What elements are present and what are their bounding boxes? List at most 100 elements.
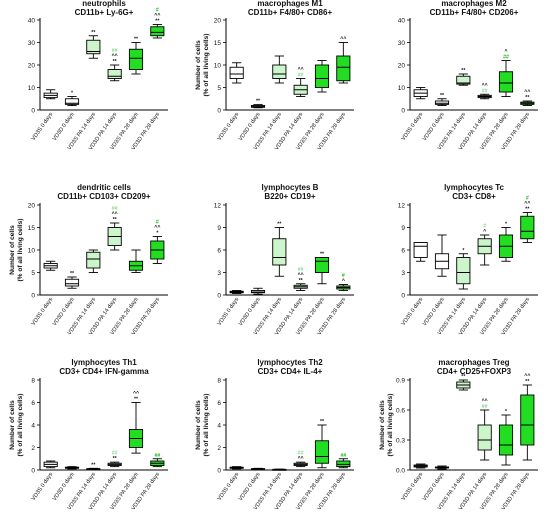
category-label: VD3D 0 days bbox=[238, 112, 262, 143]
y-tick-label: 9 bbox=[217, 225, 221, 232]
panel-title: macrophages M2 bbox=[441, 0, 507, 8]
y-axis-label-unit: (% of all living cells) bbox=[387, 393, 394, 456]
y-tick-label: 0 bbox=[31, 292, 35, 299]
y-tick-label: 12 bbox=[214, 202, 222, 209]
y-tick-label: 0.0 bbox=[396, 467, 405, 474]
box-4 bbox=[314, 440, 330, 464]
y-tick-label: 15 bbox=[214, 40, 222, 47]
panel-subtitle: CD11b+ CD103+ CD209+ bbox=[57, 192, 150, 201]
panel-subtitle: CD3+ CD4+ IL-4+ bbox=[258, 367, 323, 376]
panel-title: lymphocytes B bbox=[262, 183, 319, 192]
y-axis-label: Number of cells bbox=[195, 40, 202, 90]
significance-mark: ** bbox=[525, 207, 530, 213]
category-label: VD3D 0 days bbox=[52, 472, 76, 503]
y-axis-label-unit: (% of all living cells) bbox=[17, 393, 24, 456]
panel-title: dendritic cells bbox=[77, 183, 131, 192]
significance-mark: # bbox=[483, 224, 486, 230]
y-tick-label: 20 bbox=[28, 62, 36, 69]
category-label: VD3D 0 days bbox=[238, 297, 262, 328]
y-tick-label: 0 bbox=[401, 292, 405, 299]
y-tick-label: 0 bbox=[217, 292, 221, 299]
significance-mark: ^^ bbox=[340, 37, 346, 43]
box-0 bbox=[413, 242, 428, 258]
significance-mark: ^^ bbox=[298, 272, 304, 278]
significance-mark: ## bbox=[112, 451, 118, 457]
y-tick-label: 10 bbox=[214, 62, 222, 69]
significance-mark: # bbox=[156, 220, 159, 226]
significance-mark: ## bbox=[298, 451, 304, 457]
box-5 bbox=[150, 26, 165, 37]
significance-mark: ** bbox=[70, 271, 75, 277]
y-axis-label: Number of cells bbox=[9, 225, 16, 275]
category-label: VD3S 0 days bbox=[401, 112, 425, 142]
category-label: VD3D 0 days bbox=[52, 112, 76, 143]
significance-mark: ^^ bbox=[154, 13, 160, 19]
significance-mark: ^^ bbox=[482, 83, 488, 89]
y-tick-label: 6 bbox=[31, 400, 35, 407]
y-axis-label-unit: (% of all living cells) bbox=[203, 33, 210, 96]
y-tick-label: 20 bbox=[214, 17, 222, 24]
significance-mark: ## bbox=[112, 206, 118, 212]
significance-mark: ** bbox=[277, 222, 282, 228]
panel-subtitle: CD4+ CD25+FOXP3 bbox=[437, 367, 512, 376]
box-3 bbox=[477, 424, 492, 451]
significance-mark: ** bbox=[256, 99, 261, 105]
category-label: VD3S 0 days bbox=[217, 472, 241, 502]
y-tick-label: 10 bbox=[398, 85, 406, 92]
panel-subtitle: B220+ CD19+ bbox=[264, 192, 315, 201]
significance-mark: ## bbox=[482, 88, 488, 94]
significance-mark: # bbox=[526, 196, 529, 202]
y-tick-label: 0 bbox=[31, 107, 35, 114]
box-4 bbox=[498, 424, 514, 456]
category-label: VD3S 0 days bbox=[217, 297, 241, 327]
significance-mark: ## bbox=[298, 267, 304, 273]
y-tick-label: 8 bbox=[217, 377, 221, 384]
panel-subtitle: CD3+ CD8+ bbox=[452, 192, 496, 201]
significance-mark: ## bbox=[482, 404, 488, 410]
panel-subtitle: CD11b+ Ly-6G+ bbox=[75, 8, 134, 17]
significance-mark: ** bbox=[91, 462, 96, 468]
y-axis-label: Number of cells bbox=[9, 400, 16, 450]
y-tick-label: 3 bbox=[217, 270, 221, 277]
significance-mark: # bbox=[156, 8, 159, 14]
box-1 bbox=[64, 98, 80, 105]
y-tick-label: 8 bbox=[31, 377, 35, 384]
panel-title: macrophages M1 bbox=[257, 0, 323, 8]
significance-mark: # bbox=[342, 273, 345, 279]
category-label: VD3D 0 days bbox=[422, 112, 446, 143]
y-tick-label: 40 bbox=[28, 17, 36, 24]
significance-mark: ## bbox=[503, 55, 509, 61]
y-tick-label: 12 bbox=[398, 202, 406, 209]
significance-mark: * bbox=[71, 91, 74, 97]
significance-mark: ^^ bbox=[524, 201, 530, 207]
significance-mark: ## bbox=[112, 48, 118, 54]
y-tick-label: 2 bbox=[217, 445, 221, 452]
box-2 bbox=[272, 64, 287, 79]
category-label: VD3S 0 days bbox=[31, 297, 55, 327]
significance-mark: * bbox=[156, 231, 159, 237]
significance-mark: ** bbox=[461, 68, 466, 74]
significance-mark: ** bbox=[440, 93, 445, 99]
y-tick-label: 4 bbox=[31, 422, 35, 429]
significance-mark: ** bbox=[134, 397, 139, 403]
category-label: VD3D 0 days bbox=[238, 472, 262, 503]
significance-mark: ** bbox=[113, 217, 118, 223]
significance-mark: ## bbox=[340, 453, 346, 459]
y-tick-label: 0 bbox=[217, 467, 221, 474]
y-tick-label: 6 bbox=[401, 247, 405, 254]
y-axis-label: Number of cells bbox=[195, 400, 202, 450]
significance-mark: ** bbox=[113, 59, 118, 65]
significance-mark: ** bbox=[155, 19, 160, 25]
box-2 bbox=[86, 251, 101, 269]
significance-mark: ** bbox=[134, 37, 139, 43]
y-tick-label: 5 bbox=[31, 270, 35, 277]
panel-subtitle: CD11b+ F4/80+ CD86+ bbox=[248, 8, 333, 17]
box-3 bbox=[107, 69, 122, 79]
y-tick-label: 9 bbox=[401, 225, 405, 232]
